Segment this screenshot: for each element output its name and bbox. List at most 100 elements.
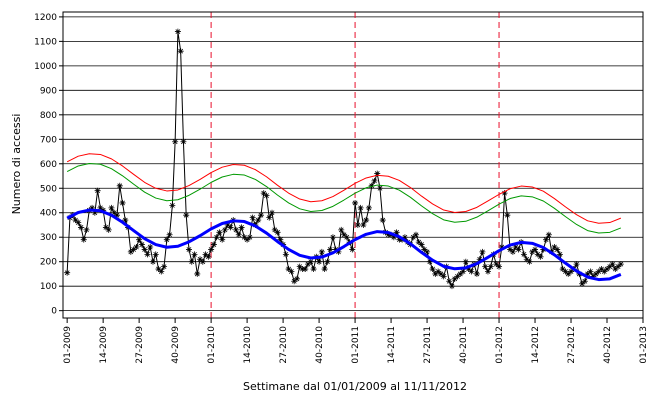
point-marker [617, 261, 624, 268]
point-marker [412, 231, 419, 238]
point-marker [216, 229, 223, 236]
point-marker [615, 263, 622, 270]
point-marker [515, 246, 522, 253]
point-marker [180, 138, 187, 145]
point-marker [266, 214, 273, 221]
x-tick-label: 14-2010 [243, 326, 253, 364]
point-marker [163, 236, 170, 243]
plot-frame [62, 11, 644, 319]
point-marker [335, 248, 342, 255]
point-marker [238, 224, 245, 231]
series-line [66, 208, 622, 282]
y-tick-label: 1100 [34, 37, 57, 47]
point-marker [102, 224, 109, 231]
y-tick-label: 600 [40, 160, 57, 170]
point-marker [307, 258, 314, 265]
point-marker [410, 234, 417, 241]
point-marker [341, 231, 348, 238]
x-tick-label: 27-2010 [279, 326, 289, 364]
point-marker [338, 226, 345, 233]
x-tick-label: 40-2012 [603, 326, 613, 364]
point-marker [219, 236, 226, 243]
point-marker [161, 263, 168, 270]
point-marker [374, 170, 381, 177]
point-marker [227, 224, 234, 231]
point-marker [241, 234, 248, 241]
point-marker [424, 248, 431, 255]
x-tick-label: 40-2010 [315, 326, 325, 364]
point-marker [310, 266, 317, 273]
point-marker [141, 246, 148, 253]
point-marker [363, 217, 370, 224]
x-tick-label: 14-2009 [99, 326, 109, 364]
point-marker [80, 236, 87, 243]
point-marker [224, 221, 231, 228]
y-tick-label: 100 [40, 282, 57, 292]
point-marker [581, 278, 588, 285]
point-marker [368, 182, 375, 189]
point-marker [191, 251, 198, 258]
point-marker [64, 269, 71, 276]
point-marker [587, 268, 594, 275]
point-marker [612, 266, 619, 273]
point-marker [465, 266, 472, 273]
point-marker [197, 256, 204, 263]
point-marker [296, 263, 303, 270]
point-marker [468, 268, 475, 275]
point-marker [507, 246, 514, 253]
point-marker [559, 266, 566, 273]
point-marker [556, 251, 563, 258]
point-marker [440, 273, 447, 280]
point-marker [354, 221, 361, 228]
point-marker [371, 177, 378, 184]
point-marker [77, 224, 84, 231]
x-tick-label: 01-2013 [639, 326, 649, 364]
point-marker [257, 212, 264, 219]
x-tick-label: 27-2011 [423, 326, 433, 364]
point-marker [543, 236, 550, 243]
x-axis-label: Settimane dal 01/01/2009 al 11/11/2012 [243, 380, 467, 393]
point-marker [435, 268, 442, 275]
point-marker [595, 268, 602, 275]
point-marker [526, 258, 533, 265]
point-marker [158, 268, 165, 275]
point-marker [534, 251, 541, 258]
point-marker [352, 199, 359, 206]
point-marker [208, 246, 215, 253]
point-marker [446, 278, 453, 285]
x-tick-label: 01-2010 [207, 326, 217, 364]
point-marker [144, 251, 151, 258]
point-marker [390, 234, 397, 241]
x-tick-label: 14-2012 [531, 326, 541, 364]
point-marker [277, 236, 284, 243]
point-marker [498, 244, 505, 251]
point-marker [288, 268, 295, 275]
y-tick-label: 700 [40, 135, 57, 145]
y-axis-label: Numero di accessi [10, 114, 23, 215]
point-marker [604, 266, 611, 273]
point-marker [136, 236, 143, 243]
x-tick-label: 40-2009 [171, 326, 181, 364]
point-marker [592, 270, 599, 277]
point-marker [116, 182, 123, 189]
point-marker [454, 273, 461, 280]
point-marker [484, 268, 491, 275]
point-marker [138, 241, 145, 248]
point-marker [487, 263, 494, 270]
point-marker [269, 209, 276, 216]
point-marker [479, 248, 486, 255]
point-marker [437, 270, 444, 277]
point-marker [155, 266, 162, 273]
point-marker [401, 234, 408, 241]
point-marker [213, 234, 220, 241]
point-marker [305, 261, 312, 268]
x-tick-label: 27-2009 [135, 326, 145, 364]
point-marker [321, 266, 328, 273]
point-marker [421, 246, 428, 253]
point-marker [260, 190, 267, 197]
point-marker [540, 246, 547, 253]
point-marker [89, 204, 96, 211]
point-marker [565, 270, 572, 277]
point-marker [606, 263, 613, 270]
